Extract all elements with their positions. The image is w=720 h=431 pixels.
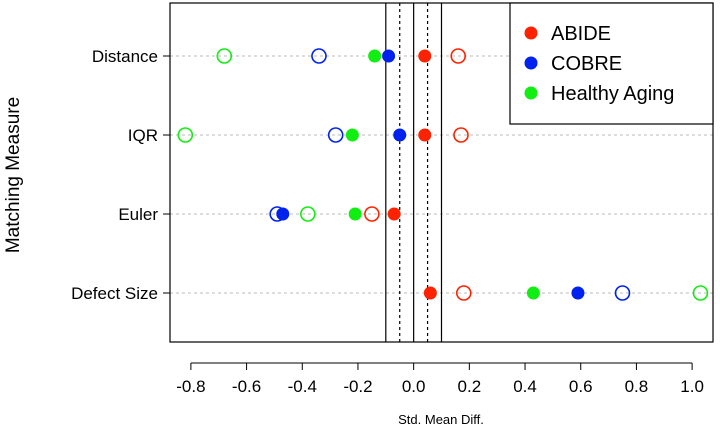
point-healthy-aging-matched bbox=[526, 286, 540, 300]
point-healthy-aging-unmatched bbox=[216, 48, 233, 64]
y-axis-title: Matching Measure bbox=[3, 97, 24, 253]
x-tick-label: -0.6 bbox=[232, 377, 261, 396]
point-abide-unmatched bbox=[453, 127, 469, 143]
y-tick-label-defect-size: Defect Size bbox=[71, 284, 158, 303]
point-healthy-aging-matched bbox=[348, 207, 362, 221]
legend-box bbox=[509, 2, 714, 125]
x-tick-label: 0.6 bbox=[569, 377, 593, 396]
legend-marker-abide bbox=[524, 26, 538, 40]
x-axis: -0.8 -0.6 -0.4 -0.2 0.0 0.2 0.4 0.6 0.8 1.0 bbox=[176, 362, 704, 396]
point-healthy-aging-matched bbox=[368, 49, 382, 63]
point-abide-matched bbox=[418, 128, 432, 142]
y-axis: Distance IQR Euler Defect Size bbox=[71, 47, 170, 303]
point-abide-matched bbox=[387, 207, 401, 221]
point-abide-matched bbox=[418, 49, 432, 63]
point-abide-unmatched bbox=[455, 285, 472, 301]
x-tick-label: 0.0 bbox=[402, 377, 426, 396]
x-tick-label: -0.2 bbox=[343, 377, 372, 396]
point-cobre-unmatched bbox=[311, 48, 327, 64]
legend-label-cobre: COBRE bbox=[551, 53, 622, 75]
legend: ABIDE COBRE Healthy Aging bbox=[509, 2, 714, 125]
y-tick-label-distance: Distance bbox=[92, 47, 158, 66]
point-cobre-unmatched bbox=[614, 285, 631, 301]
x-axis-title: Std. Mean Diff. bbox=[398, 412, 484, 427]
point-cobre-matched bbox=[393, 128, 407, 142]
point-healthy-aging-unmatched bbox=[300, 206, 316, 222]
point-abide-unmatched bbox=[364, 206, 380, 222]
legend-label-healthy-aging: Healthy Aging bbox=[551, 83, 674, 105]
point-abide-unmatched bbox=[450, 48, 467, 64]
legend-label-abide: ABIDE bbox=[551, 23, 611, 45]
point-healthy-aging-unmatched bbox=[692, 285, 709, 301]
point-abide-matched bbox=[423, 286, 437, 300]
point-cobre-matched bbox=[382, 49, 396, 63]
point-healthy-aging-matched bbox=[345, 128, 359, 142]
point-cobre-matched bbox=[571, 286, 585, 300]
x-tick-label: 0.4 bbox=[513, 377, 537, 396]
legend-marker-healthy-aging bbox=[524, 86, 538, 100]
x-tick-label: -0.4 bbox=[288, 377, 317, 396]
y-tick-label-euler: Euler bbox=[118, 205, 158, 224]
legend-marker-cobre bbox=[524, 56, 538, 70]
data-points bbox=[177, 48, 709, 301]
point-healthy-aging-unmatched bbox=[177, 127, 194, 143]
x-tick-label: 0.8 bbox=[625, 377, 649, 396]
plot-frame bbox=[169, 2, 714, 343]
x-tick-label: 0.2 bbox=[458, 377, 482, 396]
x-tick-label: -0.8 bbox=[176, 377, 205, 396]
x-tick-label: 1.0 bbox=[680, 377, 704, 396]
point-cobre-unmatched bbox=[327, 127, 344, 143]
y-tick-label-iqr: IQR bbox=[128, 126, 158, 145]
point-cobre-matched bbox=[276, 207, 290, 221]
